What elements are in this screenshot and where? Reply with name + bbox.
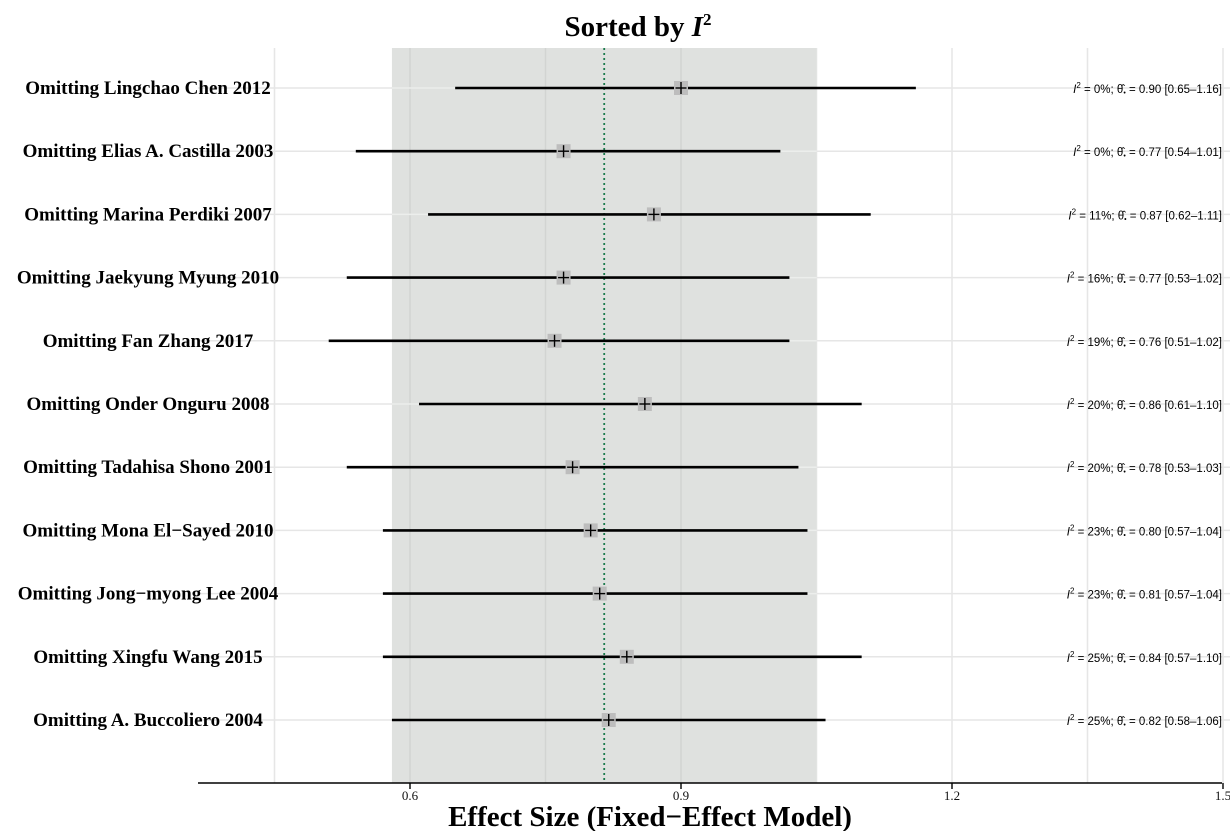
- study-label: Omitting A. Buccoliero 2004: [33, 710, 263, 731]
- study-stats: I2 = 16%; θ̂• = 0.77 [0.53–1.02]: [1067, 271, 1222, 287]
- study-label: Omitting Marina Perdiki 2007: [24, 204, 272, 225]
- study-stats: I2 = 20%; θ̂• = 0.78 [0.53–1.03]: [1067, 460, 1222, 476]
- study-label: Omitting Onder Onguru 2008: [27, 394, 270, 415]
- band-layer: [391, 48, 817, 783]
- x-tick-label: 0.6: [402, 788, 419, 803]
- study-label: Omitting Tadahisa Shono 2001: [23, 457, 273, 478]
- study-label: Omitting Xingfu Wang 2015: [33, 647, 262, 668]
- study-label: Omitting Fan Zhang 2017: [43, 331, 254, 352]
- studies-layer: [328, 81, 916, 727]
- study-stats: I2 = 11%; θ̂• = 0.87 [0.62–1.11]: [1068, 207, 1222, 223]
- study-stats: I2 = 23%; θ̂• = 0.80 [0.57–1.04]: [1067, 523, 1222, 539]
- study-label: Omitting Elias A. Castilla 2003: [23, 141, 274, 162]
- study-stats: I2 = 23%; θ̂• = 0.81 [0.57–1.04]: [1067, 587, 1222, 603]
- confidence-band: [391, 48, 817, 783]
- study-label: Omitting Jong−myong Lee 2004: [18, 584, 279, 605]
- x-axis-title: Effect Size (Fixed−Effect Model): [448, 801, 852, 831]
- study-stats: I2 = 19%; θ̂• = 0.76 [0.51–1.02]: [1067, 334, 1222, 350]
- x-tick-label: 1.2: [944, 788, 960, 803]
- text-layer: Omitting Lingchao Chen 2012 I2 = 0%; θ̂• …: [17, 10, 1222, 831]
- study-stats: I2 = 20%; θ̂• = 0.86 [0.61–1.10]: [1067, 397, 1222, 413]
- study-stats: I2 = 25%; θ̂• = 0.84 [0.57–1.10]: [1067, 650, 1222, 666]
- x-tick-label: 0.9: [673, 788, 689, 803]
- chart-title: Sorted by I2: [564, 10, 711, 43]
- study-label: Omitting Mona El−Sayed 2010: [23, 520, 274, 541]
- x-axis: 0.6 0.9 1.2 1.5: [198, 782, 1230, 803]
- study-stats: I2 = 0%; θ̂• = 0.77 [0.54–1.01]: [1073, 144, 1222, 160]
- study-stats: I2 = 25%; θ̂• = 0.82 [0.58–1.06]: [1067, 713, 1222, 729]
- x-tick-label: 1.5: [1215, 788, 1230, 803]
- study-stats: I2 = 0%; θ̂• = 0.90 [0.65–1.16]: [1073, 81, 1222, 97]
- study-label: Omitting Jaekyung Myung 2010: [17, 268, 279, 289]
- study-label: Omitting Lingchao Chen 2012: [25, 78, 270, 99]
